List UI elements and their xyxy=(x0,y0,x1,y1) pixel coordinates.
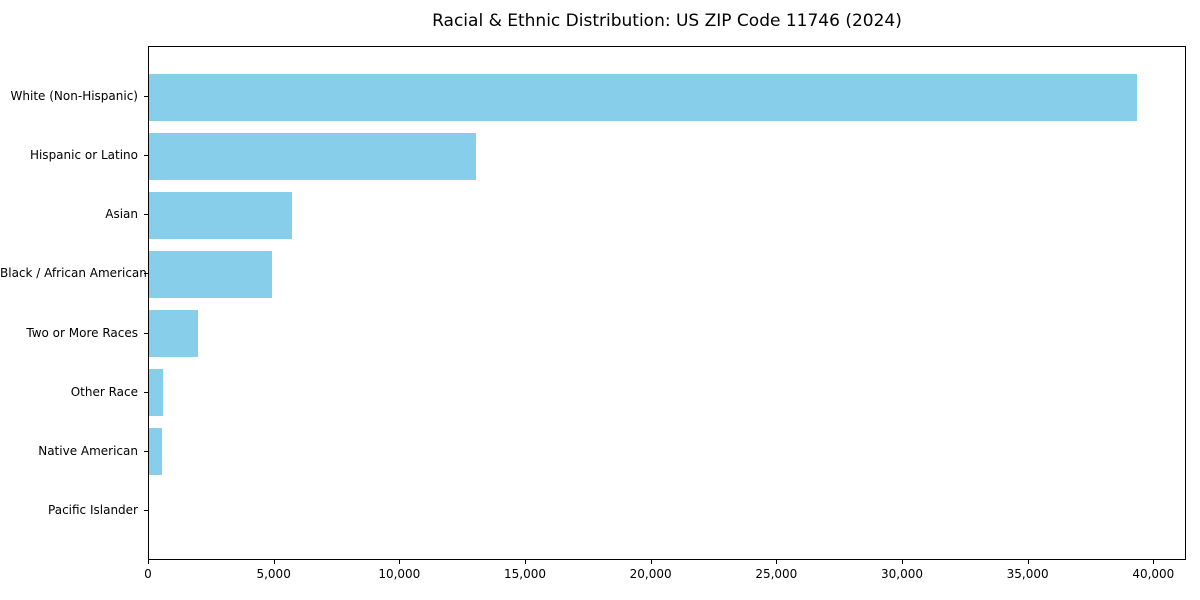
plot-area xyxy=(148,46,1186,560)
y-tick-label: White (Non-Hispanic) xyxy=(10,89,138,104)
x-tick-mark xyxy=(273,560,275,564)
x-tick-label: 30,000 xyxy=(880,567,923,581)
bar xyxy=(149,73,1137,121)
y-tick-label: Pacific Islander xyxy=(48,502,138,517)
bar xyxy=(149,250,273,299)
y-tick-mark xyxy=(144,96,148,98)
y-tick-label: Asian xyxy=(105,207,138,222)
x-tick-label: 35,000 xyxy=(1006,567,1049,581)
y-tick-label: Other Race xyxy=(70,384,138,399)
x-tick-mark xyxy=(901,560,903,564)
x-tick-label: 0 xyxy=(144,567,152,581)
bar xyxy=(149,368,163,417)
x-tick-label: 5,000 xyxy=(256,567,291,581)
y-tick-label: Hispanic or Latino xyxy=(29,148,138,163)
x-tick-mark xyxy=(148,560,149,564)
y-tick-label: Black / African American xyxy=(0,266,147,281)
y-tick-mark xyxy=(144,391,148,393)
y-tick-mark xyxy=(144,332,148,334)
y-tick-mark xyxy=(144,509,148,511)
bar xyxy=(149,132,476,180)
x-tick-mark xyxy=(776,560,778,564)
bar xyxy=(149,191,293,239)
x-tick-mark xyxy=(1153,560,1155,564)
x-tick-mark xyxy=(399,560,401,564)
y-tick-mark xyxy=(144,155,148,157)
x-tick-label: 25,000 xyxy=(755,567,798,581)
x-tick-mark xyxy=(650,560,652,564)
x-tick-label: 20,000 xyxy=(629,567,672,581)
y-tick-mark xyxy=(144,450,148,452)
y-tick-mark xyxy=(144,273,148,275)
x-tick-label: 40,000 xyxy=(1132,567,1175,581)
y-tick-mark xyxy=(144,214,148,216)
x-tick-label: 15,000 xyxy=(503,567,546,581)
y-tick-label: Native American xyxy=(38,443,138,458)
bar xyxy=(149,309,199,358)
x-tick-mark xyxy=(524,560,526,564)
chart-title: Racial & Ethnic Distribution: US ZIP Cod… xyxy=(432,11,902,31)
bar xyxy=(149,428,162,476)
x-tick-mark xyxy=(1027,560,1029,564)
x-tick-label: 10,000 xyxy=(378,567,421,581)
y-tick-label: Two or More Races xyxy=(26,325,138,340)
